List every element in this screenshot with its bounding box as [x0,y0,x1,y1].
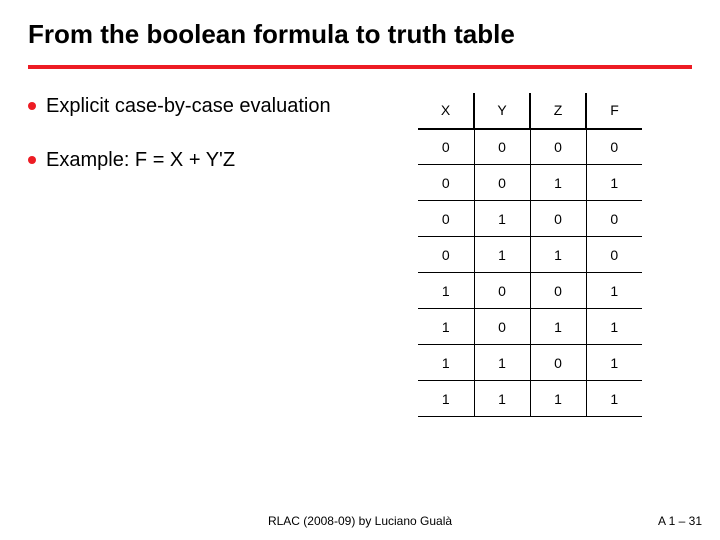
cell: 1 [418,381,474,417]
table-header-row: X Y Z F [418,93,642,129]
cell: 1 [586,345,642,381]
table-row: 0 1 0 0 [418,201,642,237]
content-area: Explicit case-by-case evaluation Example… [0,69,720,418]
table-row: 1 0 0 1 [418,273,642,309]
cell: 0 [418,165,474,201]
cell: 1 [586,165,642,201]
cell: 0 [474,165,530,201]
table-row: 0 1 1 0 [418,237,642,273]
cell: 1 [474,381,530,417]
table-column: X Y Z F 0 0 0 0 0 0 1 1 [368,93,692,418]
cell: 1 [530,381,586,417]
table-row: 0 0 1 1 [418,165,642,201]
cell: 0 [474,129,530,165]
cell: 1 [418,345,474,381]
cell: 0 [418,201,474,237]
cell: 0 [530,129,586,165]
cell: 0 [418,129,474,165]
cell: 0 [474,309,530,345]
cell: 1 [530,237,586,273]
cell: 1 [474,345,530,381]
cell: 1 [418,309,474,345]
cell: 1 [586,273,642,309]
truth-table: X Y Z F 0 0 0 0 0 0 1 1 [418,93,642,418]
table-row: 1 1 1 1 [418,381,642,417]
cell: 1 [530,165,586,201]
table-row: 1 1 0 1 [418,345,642,381]
page-title: From the boolean formula to truth table [0,0,720,59]
col-header: F [586,93,642,129]
bullet-row: Example: F = X + Y'Z [28,147,358,173]
col-header: Y [474,93,530,129]
col-header: X [418,93,474,129]
cell: 1 [474,201,530,237]
table-body: 0 0 0 0 0 0 1 1 0 1 0 0 0 [418,129,642,417]
cell: 1 [586,381,642,417]
cell: 0 [418,237,474,273]
table-row: 0 0 0 0 [418,129,642,165]
cell: 0 [530,345,586,381]
cell: 0 [586,201,642,237]
bullet-text: Example: F = X + Y'Z [46,147,235,173]
bullet-text: Explicit case-by-case evaluation [46,93,331,119]
cell: 0 [530,273,586,309]
bullet-icon [28,156,36,164]
bullet-icon [28,102,36,110]
cell: 1 [586,309,642,345]
table-row: 1 0 1 1 [418,309,642,345]
footer-text: RLAC (2008-09) by Luciano Gualà [0,514,720,528]
cell: 0 [586,237,642,273]
cell: 0 [474,273,530,309]
cell: 0 [586,129,642,165]
page-number: A 1 – 31 [658,514,702,528]
cell: 1 [474,237,530,273]
bullets-column: Explicit case-by-case evaluation Example… [28,93,368,418]
col-header: Z [530,93,586,129]
cell: 1 [418,273,474,309]
bullet-row: Explicit case-by-case evaluation [28,93,358,119]
cell: 1 [530,309,586,345]
cell: 0 [530,201,586,237]
